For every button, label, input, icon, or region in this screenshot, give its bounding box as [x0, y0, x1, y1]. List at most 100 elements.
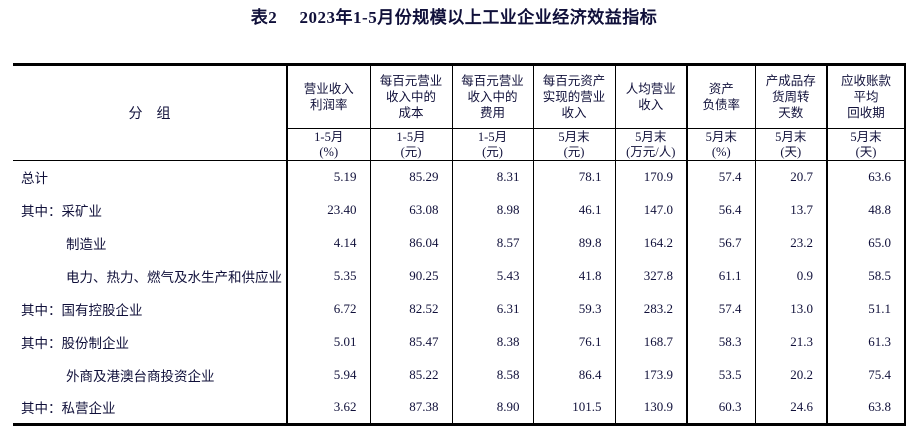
table-header: 分 组 营业收入 利润率 每百元营业 收入中的 成本 每百元营业 收入中的 费用… [13, 64, 905, 161]
cell-value: 85.29 [369, 160, 452, 194]
row-label: 制造业 [66, 237, 107, 252]
cell-value: 8.58 [451, 358, 533, 392]
cell-value: 8.98 [451, 193, 533, 227]
cell-value: 57.4 [686, 160, 755, 194]
column-header: 每百元资产 实现的营业 收入 [532, 64, 615, 129]
row-label: 其中：私营企业 [21, 401, 116, 417]
table-row: 其中：国有控股企业 6.72 82.52 6.31 59.3 283.2 57.4 13.0 5… [13, 292, 905, 326]
cell-value: 8.57 [451, 226, 533, 260]
cell-value: 130.9 [614, 391, 687, 425]
row-label: 外商及港澳台商投资企业 [66, 369, 215, 384]
cell-value: 90.25 [369, 259, 452, 293]
row-label: 其中：股份制企业 [21, 336, 129, 351]
column-header: 每百元营业 收入中的 费用 [451, 64, 533, 129]
cell-value: 6.31 [451, 292, 533, 326]
cell-value: 57.4 [686, 292, 755, 326]
column-unit: 5月末 (天) [826, 128, 905, 161]
cell-value: 101.5 [532, 391, 615, 425]
cell-value: 23.40 [286, 193, 370, 227]
cell-value: 13.0 [754, 292, 827, 326]
cell-value: 0.9 [754, 259, 827, 293]
cell-value: 89.8 [532, 226, 615, 260]
row-label: 其中：国有控股企业 [21, 303, 143, 318]
cell-value: 13.7 [754, 193, 827, 227]
table-row: 制造业 4.14 86.04 8.57 89.8 164.2 56.7 23.2 65.0 [13, 226, 905, 260]
cell-value: 48.8 [826, 193, 905, 227]
column-header: 资产 负债率 [686, 64, 755, 129]
cell-value: 8.31 [451, 160, 533, 194]
row-label: 电力、热力、燃气及水生产和供应业 [66, 270, 282, 285]
cell-value: 8.38 [451, 325, 533, 359]
cell-value: 5.94 [286, 358, 370, 392]
cell-value: 60.3 [686, 391, 755, 425]
column-header: 营业收入 利润率 [286, 64, 370, 129]
cell-value: 85.47 [369, 325, 452, 359]
cell-value: 8.90 [451, 391, 533, 425]
cell-value: 61.1 [686, 259, 755, 293]
table-row: 其中：私营企业 3.62 87.38 8.90 101.5 130.9 60.3 24.6 63… [13, 391, 905, 425]
column-unit: 1-5月 (元) [369, 128, 452, 161]
cell-value: 56.7 [686, 226, 755, 260]
cell-value: 170.9 [614, 160, 687, 194]
header-row-main: 分 组 营业收入 利润率 每百元营业 收入中的 成本 每百元营业 收入中的 费用… [13, 64, 905, 161]
column-header-group: 分 组 [13, 64, 287, 161]
cell-value: 87.38 [369, 391, 452, 425]
column-header: 应收账款 平均 回收期 [826, 64, 905, 129]
cell-value: 63.08 [369, 193, 452, 227]
cell-value: 5.19 [286, 160, 370, 194]
cell-value: 58.5 [826, 259, 905, 293]
cell-value: 59.3 [532, 292, 615, 326]
cell-value: 58.3 [686, 325, 755, 359]
cell-value: 63.8 [826, 391, 905, 425]
column-unit: 1-5月 (%) [286, 128, 370, 161]
cell-value: 53.5 [686, 358, 755, 392]
cell-value: 6.72 [286, 292, 370, 326]
column-unit: 5月末 (万元/人) [614, 128, 687, 161]
cell-value: 168.7 [614, 325, 687, 359]
column-header: 每百元营业 收入中的 成本 [369, 64, 452, 129]
cell-value: 4.14 [286, 226, 370, 260]
cell-value: 63.6 [826, 160, 905, 194]
column-header: 产成品存 货周转 天数 [754, 64, 827, 129]
header-row-units: 1-5月 (%) 1-5月 (元) 1-5月 (元) 5月末 (元) 5月末 (… [13, 128, 905, 161]
cell-value: 86.4 [532, 358, 615, 392]
cell-value: 46.1 [532, 193, 615, 227]
cell-value: 86.04 [369, 226, 452, 260]
column-unit: 1-5月 (元) [451, 128, 533, 161]
table-row: 电力、热力、燃气及水生产和供应业 5.35 90.25 5.43 41.8 327.8 61… [13, 259, 905, 293]
cell-value: 5.43 [451, 259, 533, 293]
table-row: 其中：股份制企业 5.01 85.47 8.38 76.1 168.7 58.3 21.3 61… [13, 325, 905, 359]
cell-value: 164.2 [614, 226, 687, 260]
column-unit: 5月末 (天) [754, 128, 827, 161]
cell-value: 20.2 [754, 358, 827, 392]
cell-value: 82.52 [369, 292, 452, 326]
table-body: 总计 5.19 85.29 8.31 78.1 170.9 57.4 20.7 63.6 其中：采… [13, 160, 905, 425]
table-row: 外商及港澳台商投资企业 5.94 85.22 8.58 86.4 173.9 53.5 20.… [13, 358, 905, 392]
column-unit: 5月末 (%) [686, 128, 755, 161]
cell-value: 78.1 [532, 160, 615, 194]
cell-value: 65.0 [826, 226, 905, 260]
row-label: 其中：采矿业 [21, 204, 102, 219]
column-header: 人均营业 收入 [614, 64, 687, 129]
cell-value: 75.4 [826, 358, 905, 392]
cell-value: 5.01 [286, 325, 370, 359]
indicators-table: 分 组 营业收入 利润率 每百元营业 收入中的 成本 每百元营业 收入中的 费用… [13, 63, 906, 426]
cell-value: 147.0 [614, 193, 687, 227]
cell-value: 173.9 [614, 358, 687, 392]
column-unit: 5月末 (元) [532, 128, 615, 161]
cell-value: 24.6 [754, 391, 827, 425]
cell-value: 56.4 [686, 193, 755, 227]
cell-value: 5.35 [286, 259, 370, 293]
table-row: 总计 5.19 85.29 8.31 78.1 170.9 57.4 20.7 63.6 [13, 160, 905, 194]
table-row: 其中：采矿业 23.40 63.08 8.98 46.1 147.0 56.4 13.7 48.… [13, 193, 905, 227]
cell-value: 23.2 [754, 226, 827, 260]
cell-value: 327.8 [614, 259, 687, 293]
cell-value: 20.7 [754, 160, 827, 194]
cell-value: 21.3 [754, 325, 827, 359]
cell-value: 76.1 [532, 325, 615, 359]
cell-value: 41.8 [532, 259, 615, 293]
table-title: 表2 2023年1-5月份规模以上工业企业经济效益指标 [250, 8, 658, 27]
row-label: 总计 [21, 171, 48, 187]
cell-value: 283.2 [614, 292, 687, 326]
cell-value: 51.1 [826, 292, 905, 326]
